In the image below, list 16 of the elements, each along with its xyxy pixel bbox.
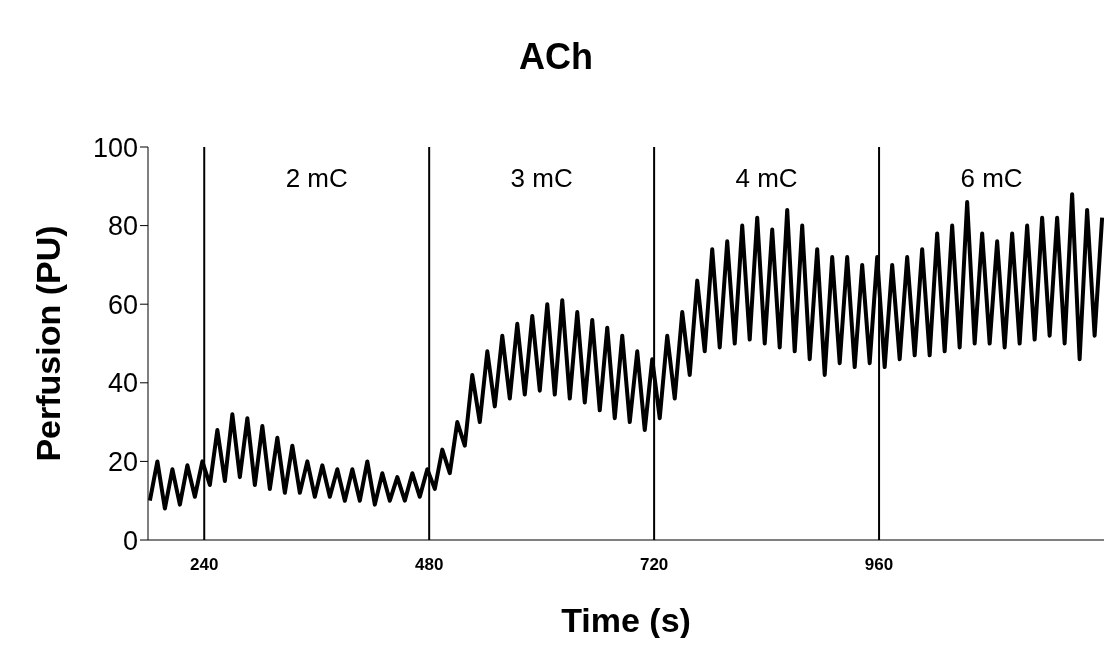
y-tick-label: 20	[107, 446, 138, 477]
annotation: 3 mC	[510, 163, 573, 194]
x-tick-label: 720	[639, 555, 669, 575]
annotation: 4 mC	[735, 163, 798, 194]
y-tick-label: 80	[107, 211, 138, 242]
x-tick-label: 240	[190, 555, 219, 575]
x-tick-label: 480	[414, 555, 444, 575]
x-tick-label: 960	[864, 555, 894, 575]
y-tick-label: 0	[122, 525, 138, 556]
y-tick-label: 100	[92, 132, 138, 163]
annotation: 2 mC	[285, 163, 348, 194]
y-tick-label: 60	[107, 289, 138, 320]
annotation: 6 mC	[960, 163, 1023, 194]
y-tick-label: 40	[107, 368, 138, 399]
y-axis-title: Perfusion (PU)	[29, 225, 68, 462]
chart-title: ACh	[518, 35, 594, 79]
